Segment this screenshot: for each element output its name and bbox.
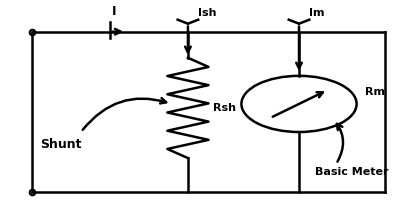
Text: Basic Meter: Basic Meter <box>316 167 389 177</box>
Text: Rsh: Rsh <box>213 103 236 113</box>
Text: Ish: Ish <box>198 8 217 18</box>
Text: Im: Im <box>309 8 325 18</box>
Text: Rm: Rm <box>365 87 385 97</box>
Text: Shunt: Shunt <box>40 138 81 150</box>
Text: I: I <box>112 5 116 18</box>
